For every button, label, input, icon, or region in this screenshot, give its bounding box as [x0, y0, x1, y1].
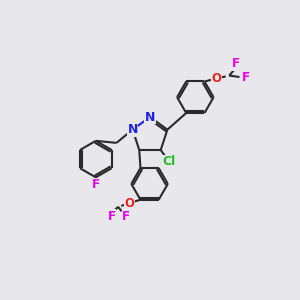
Text: F: F — [242, 70, 249, 83]
Text: F: F — [108, 210, 116, 223]
Text: F: F — [122, 210, 130, 223]
Text: O: O — [124, 197, 134, 210]
Text: F: F — [232, 57, 240, 70]
Text: Cl: Cl — [163, 155, 176, 169]
Text: O: O — [212, 72, 222, 85]
Text: N: N — [145, 110, 155, 124]
Text: F: F — [92, 178, 100, 191]
Text: N: N — [128, 123, 138, 136]
